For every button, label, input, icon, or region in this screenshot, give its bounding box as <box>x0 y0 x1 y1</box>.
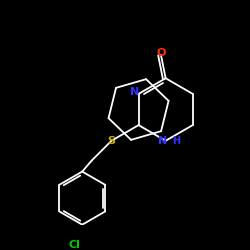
Text: N: N <box>130 87 140 97</box>
Text: H: H <box>172 136 180 146</box>
Text: O: O <box>156 48 166 58</box>
Text: Cl: Cl <box>68 240 80 250</box>
Text: N: N <box>158 136 167 146</box>
Text: S: S <box>108 136 116 146</box>
